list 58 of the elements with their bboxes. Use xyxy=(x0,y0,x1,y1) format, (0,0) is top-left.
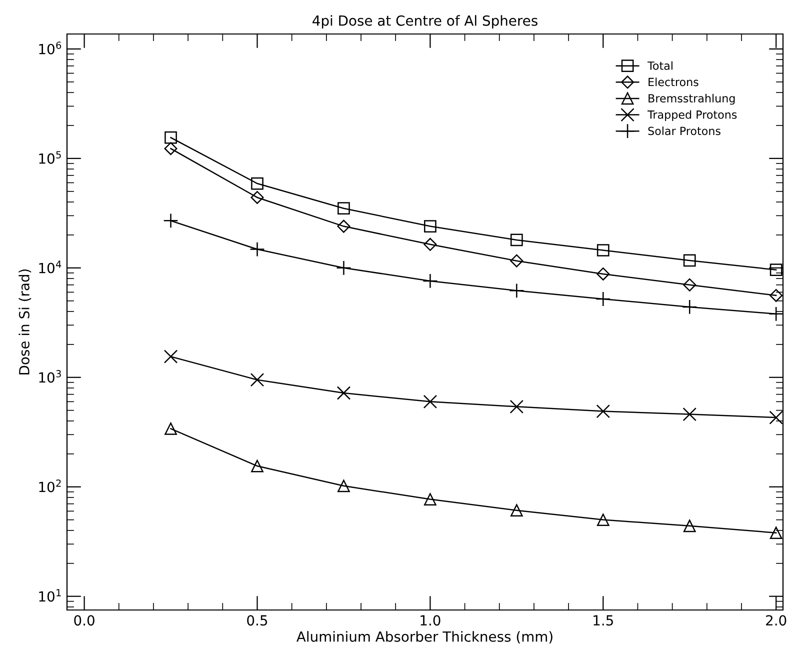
point xyxy=(596,244,610,256)
point xyxy=(424,238,437,251)
point xyxy=(250,242,265,257)
point xyxy=(682,407,696,422)
y-tick-label: 10$^{2}$ xyxy=(39,479,61,492)
x-tick-label: 1.5 xyxy=(594,615,613,626)
chart-title: 4pi Dose at Centre of Al Spheres xyxy=(312,15,538,29)
point xyxy=(423,394,438,409)
legend-label: Total xyxy=(648,61,672,70)
point xyxy=(510,254,524,268)
y-tick-label: 10$^{6}$ xyxy=(39,42,62,54)
y-tick-label: 10$^{4}$ xyxy=(39,260,62,274)
point xyxy=(337,220,350,233)
point xyxy=(251,460,264,472)
point xyxy=(770,288,783,302)
legend-label: Bremsstrahlung xyxy=(648,94,735,105)
y-tick-label: 10$^{1}$ xyxy=(39,589,61,602)
point xyxy=(768,306,783,322)
point xyxy=(164,422,177,435)
point xyxy=(250,190,264,204)
point xyxy=(683,278,696,292)
point xyxy=(422,273,438,289)
point xyxy=(682,299,698,315)
point xyxy=(596,404,610,418)
point xyxy=(769,410,783,424)
point xyxy=(424,493,436,506)
y-tick-label: 10$^{3}$ xyxy=(39,370,61,383)
point xyxy=(336,260,352,276)
point xyxy=(596,514,610,526)
point xyxy=(510,400,524,414)
point xyxy=(509,283,524,298)
point xyxy=(336,386,351,400)
point xyxy=(251,177,264,190)
point xyxy=(163,213,178,228)
x-axis-title: Aluminium Absorber Thickness (mm) xyxy=(296,631,552,644)
legend-label: Solar Protons xyxy=(648,126,720,136)
x-tick-label: 2.0 xyxy=(766,615,786,626)
point xyxy=(510,234,523,246)
point xyxy=(164,142,178,156)
y-axis-title: Dose in Si (rad) xyxy=(18,269,32,374)
point xyxy=(770,264,782,276)
point xyxy=(250,372,264,387)
point xyxy=(338,202,350,215)
point xyxy=(683,254,696,267)
point xyxy=(596,267,610,281)
point xyxy=(164,350,178,364)
point xyxy=(424,220,436,232)
x-tick-label: 0.5 xyxy=(247,615,268,626)
legend-label: Trapped Protons xyxy=(648,110,737,121)
y-tick-label: 10$^{5}$ xyxy=(39,151,61,164)
point xyxy=(338,480,350,492)
point xyxy=(164,131,177,144)
point xyxy=(596,291,611,307)
x-tick-label: 1.0 xyxy=(420,615,440,626)
legend-label: Electrons xyxy=(648,78,698,86)
x-tick-label: 0.0 xyxy=(74,615,94,626)
point xyxy=(683,520,696,532)
point xyxy=(510,504,523,517)
